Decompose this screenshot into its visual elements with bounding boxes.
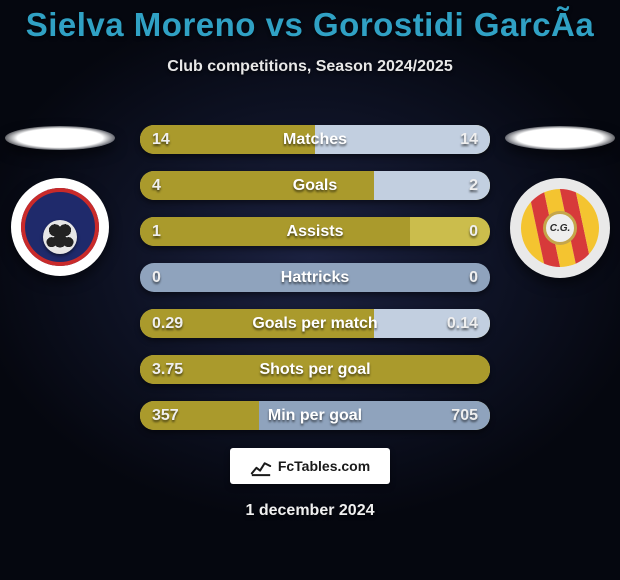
stat-right-value: 0 [469, 223, 478, 241]
left-player-column [0, 126, 120, 276]
stat-label: Goals [293, 177, 337, 195]
player-base-oval-right [505, 126, 615, 150]
stat-right-value: 0 [469, 269, 478, 287]
comparison-card: Sielva Moreno vs Gorostidi GarcÃ­a Club … [0, 0, 620, 580]
subtitle: Club competitions, Season 2024/2025 [0, 58, 620, 76]
stat-left-value: 3.75 [152, 361, 183, 379]
right-club-stripes: C.G. [514, 182, 607, 275]
right-club-badge-text: C.G. [543, 211, 577, 245]
right-club-badge: C.G. [521, 189, 599, 267]
stat-row: 1 Assists 0 [140, 217, 490, 246]
left-club-logo [11, 178, 109, 276]
stat-left-value: 0.29 [152, 315, 183, 333]
watermark-text: FcTables.com [278, 458, 370, 474]
left-club-logo-inner [21, 188, 99, 266]
stat-left-value: 357 [152, 407, 179, 425]
stat-row: 0 Hattricks 0 [140, 263, 490, 292]
player-base-oval-left [5, 126, 115, 150]
stat-row: 14 Matches 14 [140, 125, 490, 154]
stat-bars: 14 Matches 14 4 Goals 2 1 Assists 0 0 Hattricks 0 0.… [140, 125, 490, 430]
chart-icon [250, 455, 272, 477]
stat-row: 0.29 Goals per match 0.14 [140, 309, 490, 338]
stat-label: Shots per goal [259, 361, 370, 379]
stat-left-value: 4 [152, 177, 161, 195]
stat-right-value: 0.14 [447, 315, 478, 333]
stat-label: Min per goal [268, 407, 362, 425]
stat-right-value: 14 [460, 131, 478, 149]
stat-label: Goals per match [252, 315, 377, 333]
stat-row: 357 Min per goal 705 [140, 401, 490, 430]
date: 1 december 2024 [246, 502, 375, 520]
football-icon [43, 220, 77, 254]
stat-left-value: 14 [152, 131, 170, 149]
stat-row: 4 Goals 2 [140, 171, 490, 200]
stat-left-value: 1 [152, 223, 161, 241]
right-club-logo: C.G. [510, 178, 610, 278]
stat-label: Hattricks [281, 269, 349, 287]
stat-row: 3.75 Shots per goal [140, 355, 490, 384]
stat-right-value: 705 [451, 407, 478, 425]
watermark: FcTables.com [230, 448, 390, 484]
stat-right-value: 2 [469, 177, 478, 195]
right-player-column: C.G. [500, 126, 620, 278]
stat-left-value: 0 [152, 269, 161, 287]
stat-label: Assists [287, 223, 344, 241]
page-title: Sielva Moreno vs Gorostidi GarcÃ­a [0, 0, 620, 44]
stat-label: Matches [283, 131, 347, 149]
